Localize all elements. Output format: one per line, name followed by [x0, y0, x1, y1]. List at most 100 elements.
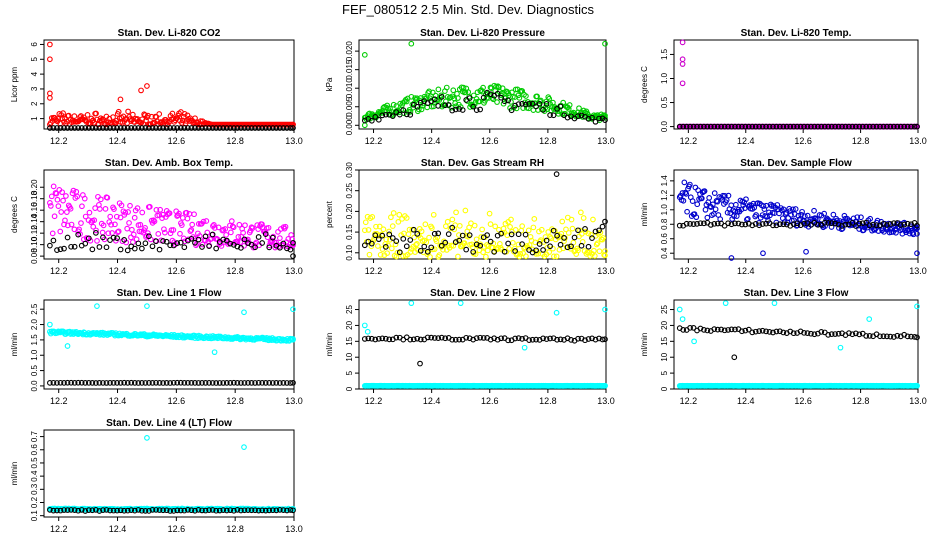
- y-tick-label: 0.3: [30, 483, 39, 495]
- data-point: [195, 236, 202, 243]
- y-tick-label: 10: [345, 352, 354, 361]
- data-point: [752, 220, 759, 227]
- data-point: [240, 229, 246, 236]
- data-point: [142, 125, 149, 131]
- data-point: [195, 221, 202, 227]
- data-point: [408, 40, 415, 47]
- series-main: [676, 300, 920, 389]
- data-point: [735, 220, 742, 227]
- data-point: [64, 222, 71, 229]
- data-point: [515, 241, 522, 248]
- data-point: [75, 125, 82, 131]
- data-point: [494, 336, 501, 343]
- data-point: [515, 335, 522, 341]
- data-point: [543, 101, 550, 107]
- data-point: [96, 121, 102, 128]
- y-axis-label: ml/min: [325, 333, 334, 357]
- data-point: [290, 507, 296, 514]
- data-point: [828, 123, 835, 130]
- data-point: [192, 507, 198, 514]
- data-point: [135, 380, 142, 386]
- data-point: [908, 221, 914, 228]
- data-point: [93, 380, 99, 386]
- data-point: [96, 508, 103, 514]
- data-point: [273, 125, 280, 131]
- data-point: [81, 195, 88, 202]
- data-point: [426, 234, 432, 241]
- data-point: [718, 123, 725, 130]
- data-point: [54, 380, 60, 386]
- data-point: [244, 236, 251, 243]
- data-point: [252, 244, 258, 251]
- series-main: [47, 435, 296, 513]
- data-point: [477, 242, 484, 249]
- data-point: [445, 231, 452, 238]
- data-point: [75, 231, 82, 238]
- data-point: [770, 123, 776, 130]
- data-point: [811, 123, 818, 130]
- x-tick-label: 12.2: [50, 136, 68, 146]
- data-point: [252, 125, 258, 131]
- data-point: [290, 239, 296, 246]
- data-point: [234, 380, 241, 386]
- y-tick-label: 0.12: [30, 225, 39, 241]
- data-point: [289, 236, 295, 242]
- data-point: [110, 114, 116, 120]
- data-point: [505, 240, 511, 247]
- data-point: [114, 235, 120, 241]
- data-point: [756, 328, 763, 334]
- data-point: [146, 233, 152, 240]
- chart-panel: Stan. Dev. Line 4 (LT) Flow 12.2 12.4 12.6 1…: [10, 418, 303, 534]
- data-point: [914, 230, 920, 237]
- y-tick-label: 0.20: [345, 203, 354, 219]
- data-point: [777, 328, 783, 335]
- data-point: [380, 226, 387, 233]
- data-point: [365, 335, 372, 342]
- data-point: [711, 220, 718, 227]
- data-point: [718, 326, 725, 333]
- data-point: [462, 89, 469, 95]
- data-point: [89, 507, 96, 514]
- data-point: [262, 231, 269, 237]
- data-point: [290, 306, 296, 313]
- data-point: [802, 213, 808, 220]
- data-point: [728, 202, 735, 209]
- data-point: [589, 114, 595, 121]
- data-point: [114, 125, 120, 131]
- data-point: [490, 96, 497, 103]
- data-point: [386, 336, 393, 343]
- data-point: [177, 239, 184, 246]
- data-point: [578, 242, 585, 249]
- data-point: [174, 125, 181, 131]
- data-point: [711, 190, 718, 196]
- data-point: [825, 123, 832, 130]
- series-black: [47, 379, 296, 386]
- data-point: [790, 206, 796, 213]
- data-point: [177, 507, 184, 514]
- chart-panel: Stan. Dev. Amb. Box Temp. 12.2 12.4 12.6 12.…: [10, 158, 303, 276]
- data-point: [156, 246, 163, 253]
- y-axis-label: percent: [325, 200, 334, 227]
- data-point: [455, 253, 461, 260]
- data-point: [811, 331, 818, 338]
- x-tick-label: 12.6: [168, 266, 186, 276]
- data-point: [487, 238, 494, 245]
- data-point: [131, 507, 138, 514]
- data-point: [877, 222, 883, 229]
- data-point: [382, 111, 389, 118]
- x-tick-label: 12.2: [50, 524, 68, 534]
- data-point: [713, 198, 720, 204]
- x-tick-label: 13.0: [285, 136, 303, 146]
- chart-panel: Stan. Dev. Line 3 Flow 12.2 12.4 12.6 12.8 13…: [640, 288, 927, 406]
- data-point: [792, 206, 799, 212]
- x-tick-label: 12.4: [109, 266, 127, 276]
- data-point: [427, 254, 433, 260]
- data-point: [901, 123, 908, 130]
- plot-frame: [358, 169, 607, 260]
- data-point: [701, 123, 707, 130]
- data-point: [756, 123, 763, 130]
- data-point: [107, 507, 113, 514]
- data-point: [129, 226, 135, 233]
- data-point: [704, 214, 711, 221]
- data-point: [206, 380, 212, 386]
